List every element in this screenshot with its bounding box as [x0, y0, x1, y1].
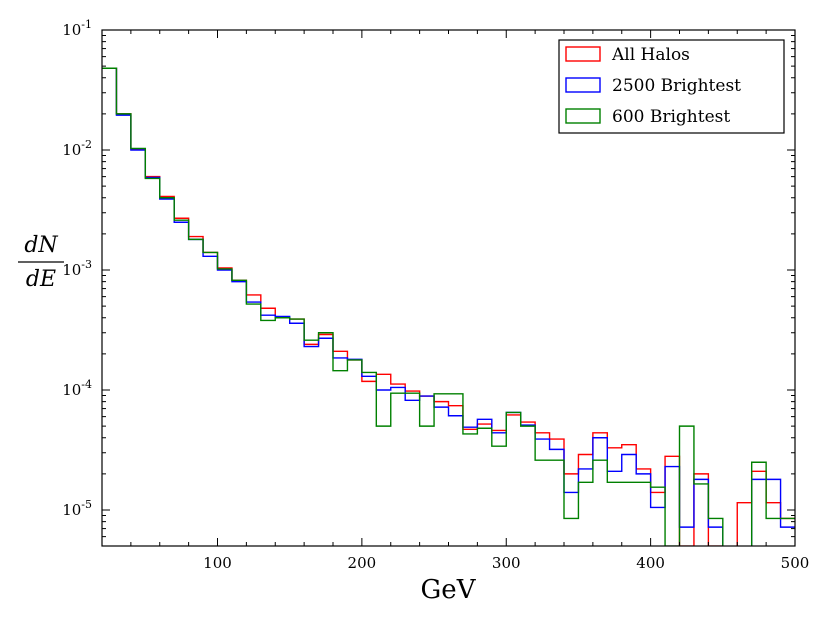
x-axis-label: GeV: [421, 575, 477, 605]
legend-box: [558, 39, 785, 134]
legend-swatch-2500-brightest: [565, 77, 601, 93]
y-tick-label: 10-3: [62, 258, 92, 279]
x-tick-label: 300: [492, 554, 521, 572]
y-tick-label: 10-4: [62, 378, 92, 399]
y-tick-label: 10-2: [62, 138, 92, 159]
y-tick-label: 10-5: [62, 498, 92, 519]
legend-swatch-600-brightest: [565, 108, 601, 124]
x-tick-label: 400: [636, 554, 665, 572]
y-axis-label: dN dE: [18, 233, 64, 292]
legend-label-all-halos: All Halos: [611, 45, 690, 65]
y-axis-label-denominator: dE: [26, 267, 56, 292]
y-tick-label: 10-1: [62, 18, 92, 39]
y-axis-label-numerator: dN: [24, 233, 58, 258]
x-tick-label: 500: [781, 554, 810, 572]
series-600-brightest-line: [102, 67, 795, 546]
ticks-layer: 100 200 300 400 500 10-5 10-4 10-3 10-2 10-1: [62, 18, 809, 572]
legend-swatch-all-halos: [565, 46, 601, 62]
legend-label-2500-brightest: 2500 Brightest: [612, 76, 741, 96]
legend-label-600-brightest: 600 Brightest: [612, 107, 730, 127]
x-tick-label: 200: [348, 554, 377, 572]
x-tick-label: 100: [203, 554, 232, 572]
legend: All Halos 2500 Brightest 600 Brightest: [558, 39, 785, 134]
series-layer: [102, 67, 795, 546]
